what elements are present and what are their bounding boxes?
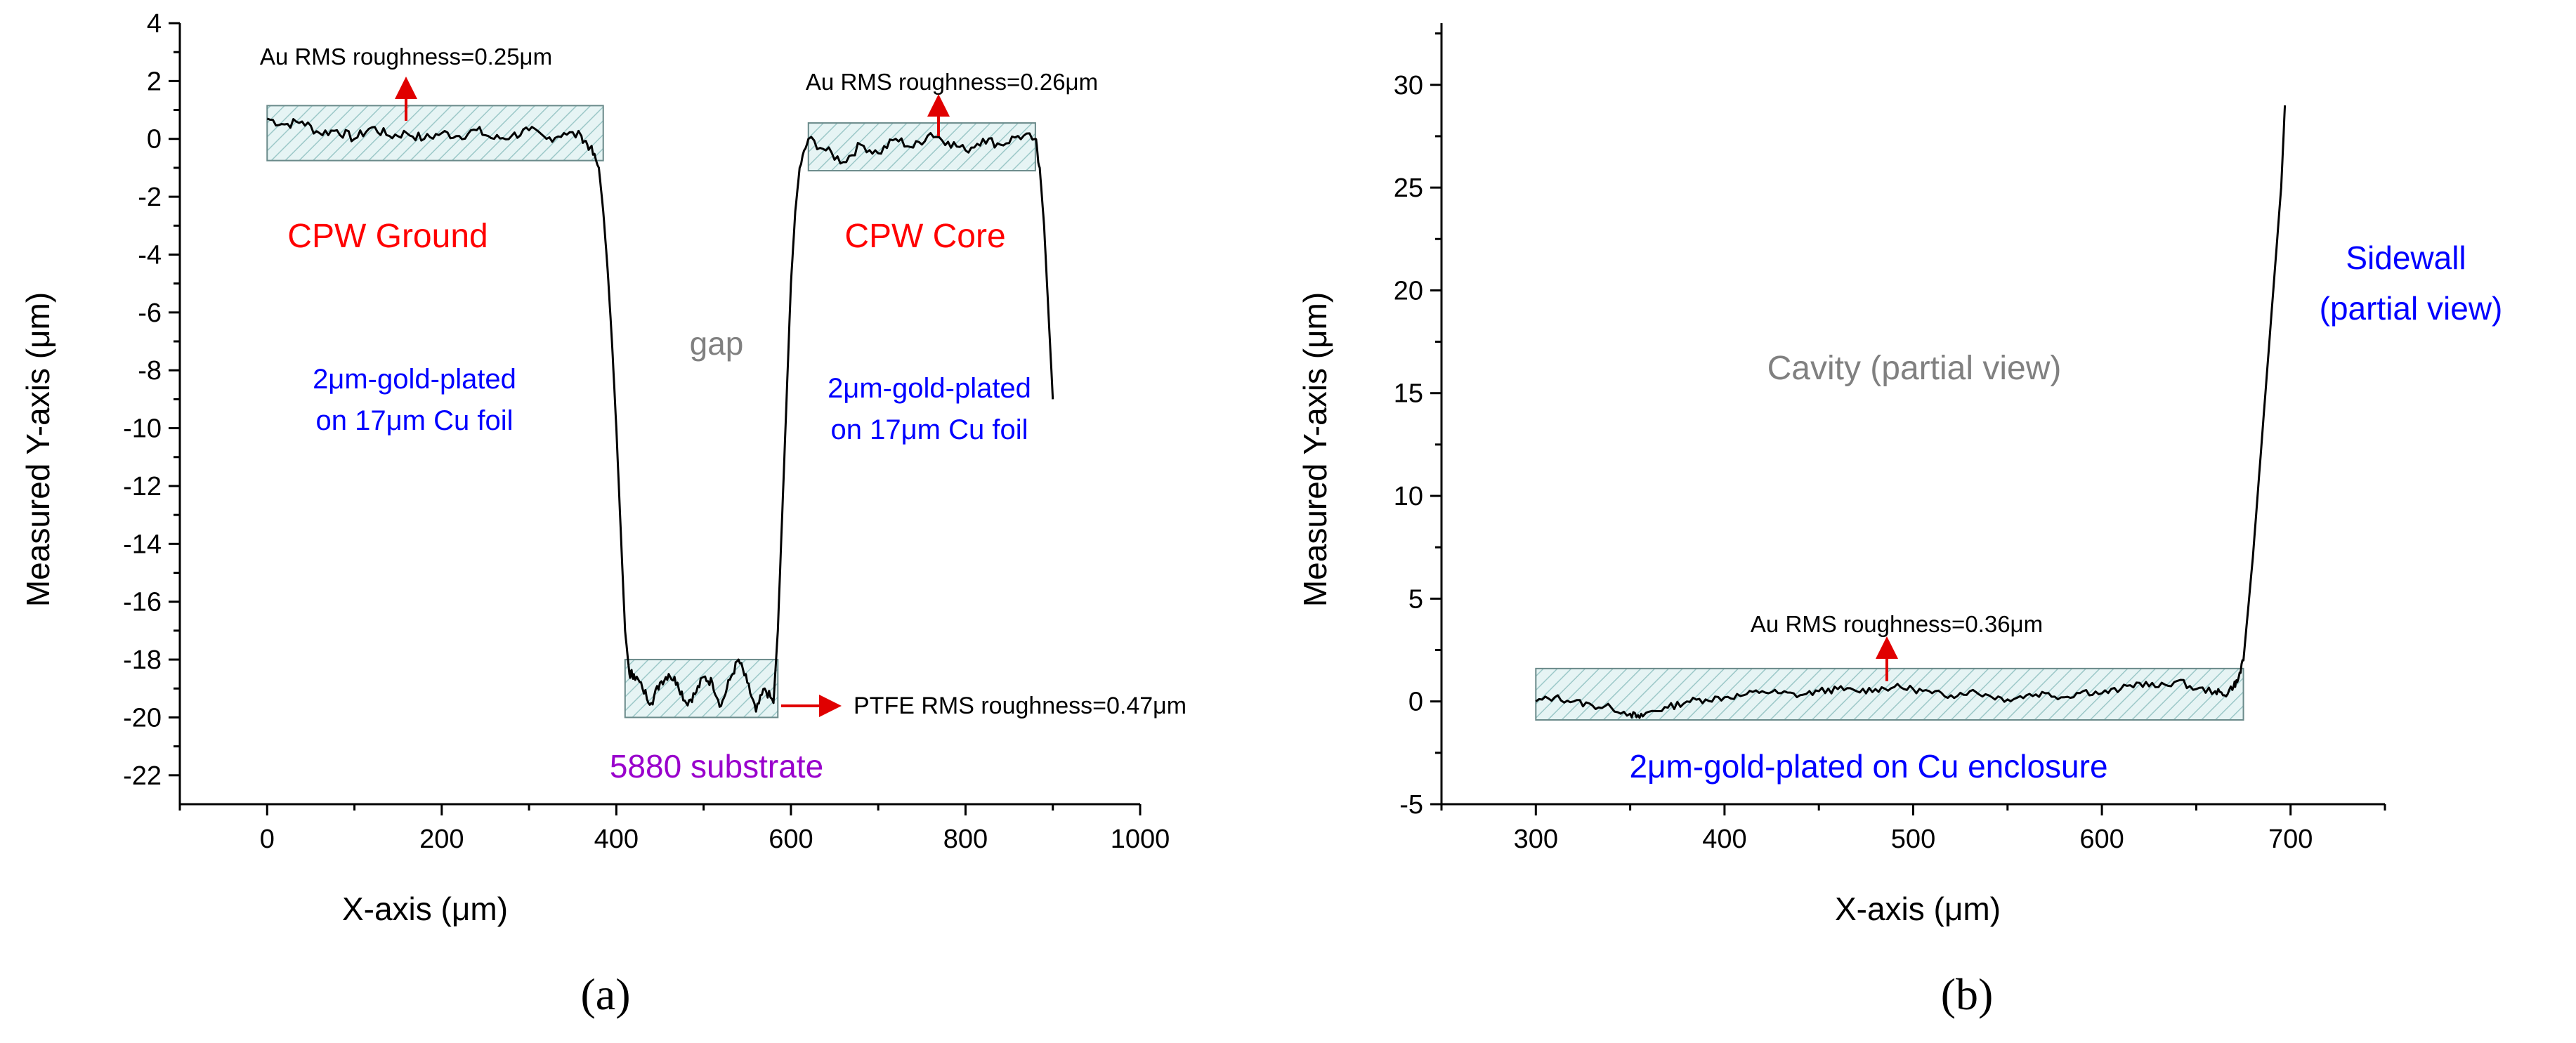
label-ground-plating-line1: 2μm-gold-plated bbox=[313, 364, 516, 395]
label-ground-plating-line2: on 17μm Cu foil bbox=[316, 405, 514, 436]
y-tick-label: -18 bbox=[123, 645, 162, 675]
x-tick-label: 400 bbox=[1702, 825, 1746, 854]
label-core-plating-line1: 2μm-gold-plated bbox=[828, 373, 1031, 404]
y-tick-label: 0 bbox=[1408, 688, 1423, 717]
roughness-band bbox=[624, 659, 779, 719]
annotation-core-roughness: Au RMS roughness=0.26μm bbox=[806, 69, 1098, 95]
label-sidewall-line1: Sidewall bbox=[2346, 240, 2466, 276]
y-tick-label: -2 bbox=[138, 183, 162, 212]
y-tick-label: -14 bbox=[123, 530, 162, 559]
x-tick-label: 300 bbox=[1514, 825, 1558, 854]
annotation-ptfe-roughness: PTFE RMS roughness=0.47μm bbox=[854, 693, 1186, 719]
x-ticks-a: 0 200 400 600 800 1000 bbox=[178, 804, 1170, 854]
panel-b: -5 0 5 10 15 20 25 30 300 400 500 600 700 X-axis (μ… bbox=[1297, 23, 2502, 1019]
y-tick-label: 2 bbox=[147, 67, 162, 96]
y-tick-label: -20 bbox=[123, 703, 162, 733]
y-tick-label: -8 bbox=[138, 356, 162, 386]
y-tick-label: -16 bbox=[123, 588, 162, 617]
label-core-plating-line2: on 17μm Cu foil bbox=[831, 414, 1028, 445]
roughness-band bbox=[266, 105, 604, 162]
label-cavity: Cavity (partial view) bbox=[1767, 350, 2062, 387]
panel-label-b: (b) bbox=[1941, 969, 1994, 1019]
annotation-enclosure-roughness: Au RMS roughness=0.36μm bbox=[1751, 611, 2043, 637]
y-tick-label: -10 bbox=[123, 414, 162, 444]
roughness-bands-b bbox=[1535, 667, 2244, 721]
label-enclosure-plating: 2μm-gold-plated on Cu enclosure bbox=[1629, 748, 2107, 785]
x-tick-label: 500 bbox=[1891, 825, 1935, 854]
label-sidewall-line2: (partial view) bbox=[2320, 290, 2503, 327]
annotation-ground-roughness: Au RMS roughness=0.25μm bbox=[260, 44, 552, 70]
panel-label-a: (a) bbox=[580, 969, 630, 1019]
label-cpw-core: CPW Core bbox=[844, 218, 1005, 255]
profile-trace-b bbox=[1535, 105, 2287, 719]
label-gap: gap bbox=[690, 325, 744, 362]
x-tick-label: 700 bbox=[2268, 825, 2313, 854]
label-5880-substrate: 5880 substrate bbox=[610, 748, 823, 785]
y-axis-title-b: Measured Y-axis (μm) bbox=[1297, 292, 1333, 607]
x-tick-label: 600 bbox=[2079, 825, 2124, 854]
x-tick-label: 1000 bbox=[1111, 825, 1170, 854]
y-tick-label: -4 bbox=[138, 240, 162, 270]
y-ticks-b: -5 0 5 10 15 20 25 30 bbox=[1394, 32, 1441, 820]
label-cpw-ground: CPW Ground bbox=[287, 218, 488, 255]
y-tick-label: 4 bbox=[147, 9, 162, 39]
y-tick-label: -12 bbox=[123, 472, 162, 501]
x-tick-label: 200 bbox=[419, 825, 464, 854]
y-tick-label: 10 bbox=[1394, 482, 1423, 511]
x-axis-title-a: X-axis (μm) bbox=[342, 891, 508, 927]
x-tick-label: 0 bbox=[260, 825, 275, 854]
y-tick-label: 20 bbox=[1394, 276, 1423, 306]
x-tick-label: 800 bbox=[943, 825, 988, 854]
y-tick-label: 15 bbox=[1394, 379, 1423, 409]
y-tick-label: -22 bbox=[123, 761, 162, 791]
x-tick-label: 600 bbox=[769, 825, 813, 854]
x-ticks-b: 300 400 500 600 700 bbox=[1440, 804, 2386, 854]
y-tick-label: 30 bbox=[1394, 71, 1423, 100]
x-tick-label: 400 bbox=[594, 825, 639, 854]
y-tick-label: 25 bbox=[1394, 173, 1423, 203]
y-tick-label: -6 bbox=[138, 299, 162, 328]
profile-trace-a bbox=[266, 117, 1054, 713]
y-tick-label: -5 bbox=[1399, 790, 1423, 820]
roughness-band bbox=[1535, 667, 2244, 721]
y-tick-label: 5 bbox=[1408, 584, 1423, 614]
y-axis-title-a: Measured Y-axis (μm) bbox=[20, 292, 56, 607]
x-axis-title-b: X-axis (μm) bbox=[1835, 891, 2001, 927]
y-tick-label: 0 bbox=[147, 125, 162, 155]
